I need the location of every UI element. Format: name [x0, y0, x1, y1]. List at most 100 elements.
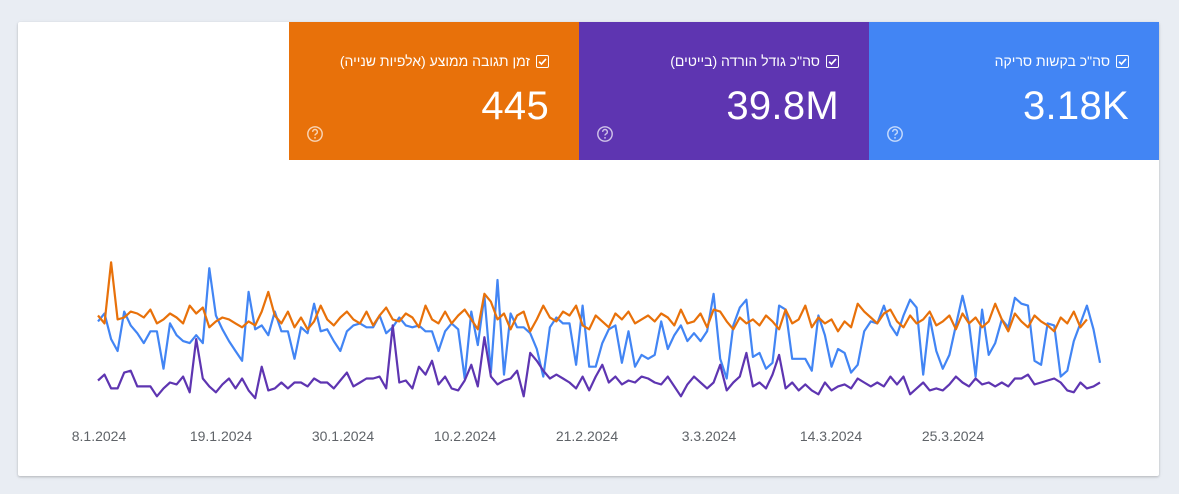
data-point	[993, 301, 998, 306]
data-point	[862, 329, 867, 334]
data-point	[751, 384, 756, 389]
data-point	[305, 327, 310, 332]
checkbox-icon[interactable]	[826, 54, 839, 68]
data-point	[698, 380, 703, 385]
line-chart: 8.1.2024 19.1.2024 30.1.2024 10.2.2024 21.2.…	[72, 261, 1102, 444]
data-point	[305, 384, 310, 389]
data-point	[128, 368, 133, 373]
data-point	[718, 356, 723, 361]
data-point	[220, 382, 225, 387]
data-point	[960, 380, 965, 385]
data-point	[986, 380, 991, 385]
data-point	[698, 311, 703, 316]
data-point	[888, 323, 893, 328]
metric-total-download-size[interactable]: סה"כ גודל הורדה (בייטים) 39.8M	[579, 22, 869, 160]
data-point	[115, 317, 120, 322]
data-point	[96, 378, 101, 383]
data-point	[967, 384, 972, 389]
data-point	[777, 327, 782, 332]
x-tick-label: 10.2.2024	[434, 428, 496, 444]
checkbox-icon[interactable]	[1116, 54, 1129, 68]
checkbox-icon[interactable]	[536, 54, 549, 68]
data-point	[475, 343, 480, 348]
metric-label: סה"כ גודל הורדה (בייטים)	[670, 53, 820, 69]
data-point	[980, 307, 985, 312]
metric-label: זמן תגובה ממוצע (אלפיות שנייה)	[339, 53, 530, 69]
data-point	[253, 396, 258, 401]
help-circle-icon[interactable]	[596, 125, 614, 143]
data-point	[836, 329, 841, 334]
data-point	[286, 386, 291, 391]
help-circle-icon[interactable]	[306, 125, 324, 143]
data-point	[685, 321, 690, 326]
data-point	[921, 372, 926, 377]
metric-value: 3.18K	[1022, 84, 1129, 128]
data-point	[849, 386, 854, 391]
data-point	[1091, 384, 1096, 389]
data-point	[266, 333, 271, 338]
data-point	[272, 313, 277, 318]
data-point	[1032, 358, 1037, 363]
data-point	[1078, 380, 1083, 385]
x-tick-label: 3.3.2024	[682, 428, 737, 444]
data-point	[777, 353, 782, 358]
data-point	[423, 372, 428, 377]
data-point	[895, 382, 900, 387]
data-point	[548, 376, 553, 381]
data-point	[246, 388, 251, 393]
data-point	[692, 331, 697, 336]
data-point	[358, 321, 363, 326]
data-point	[652, 353, 657, 358]
data-point	[534, 358, 539, 363]
data-point	[593, 364, 598, 369]
data-point	[299, 315, 304, 320]
metric-total-crawl-requests[interactable]: סה"כ בקשות סריקה 3.18K	[869, 22, 1159, 160]
data-point	[973, 376, 978, 381]
data-point	[240, 376, 245, 381]
data-point	[1065, 321, 1070, 326]
data-point	[351, 384, 356, 389]
data-point	[541, 374, 546, 379]
data-point	[115, 349, 120, 354]
data-point	[633, 380, 638, 385]
data-point	[587, 327, 592, 332]
data-point	[246, 319, 251, 324]
help-circle-icon[interactable]	[886, 125, 904, 143]
data-point	[325, 327, 330, 332]
data-point	[181, 374, 186, 379]
data-point	[921, 380, 926, 385]
data-point	[174, 333, 179, 338]
data-point	[606, 380, 611, 385]
data-point	[338, 315, 343, 320]
data-point	[731, 380, 736, 385]
data-point	[626, 309, 631, 314]
data-point	[816, 315, 821, 320]
data-point	[253, 323, 258, 328]
data-point	[508, 327, 513, 332]
data-point	[279, 329, 284, 334]
data-point	[279, 380, 284, 385]
data-point	[580, 323, 585, 328]
data-point	[351, 323, 356, 328]
data-point	[220, 315, 225, 320]
data-point	[724, 388, 729, 393]
data-point	[521, 394, 526, 399]
metric-average-response-time[interactable]: זמן תגובה ממוצע (אלפיות שנייה) 445	[289, 22, 579, 160]
data-point	[462, 378, 467, 383]
data-point	[495, 317, 500, 322]
data-point	[266, 388, 271, 393]
data-point	[855, 376, 860, 381]
data-point	[1071, 390, 1076, 395]
data-point	[633, 321, 638, 326]
data-point	[1065, 388, 1070, 393]
data-point	[299, 325, 304, 330]
data-point	[331, 386, 336, 391]
data-point	[980, 382, 985, 387]
data-point	[751, 355, 756, 360]
data-point	[1019, 319, 1024, 324]
data-point	[417, 364, 422, 369]
data-point	[1039, 362, 1044, 367]
data-point	[502, 378, 507, 383]
data-point	[449, 386, 454, 391]
data-point	[993, 341, 998, 346]
